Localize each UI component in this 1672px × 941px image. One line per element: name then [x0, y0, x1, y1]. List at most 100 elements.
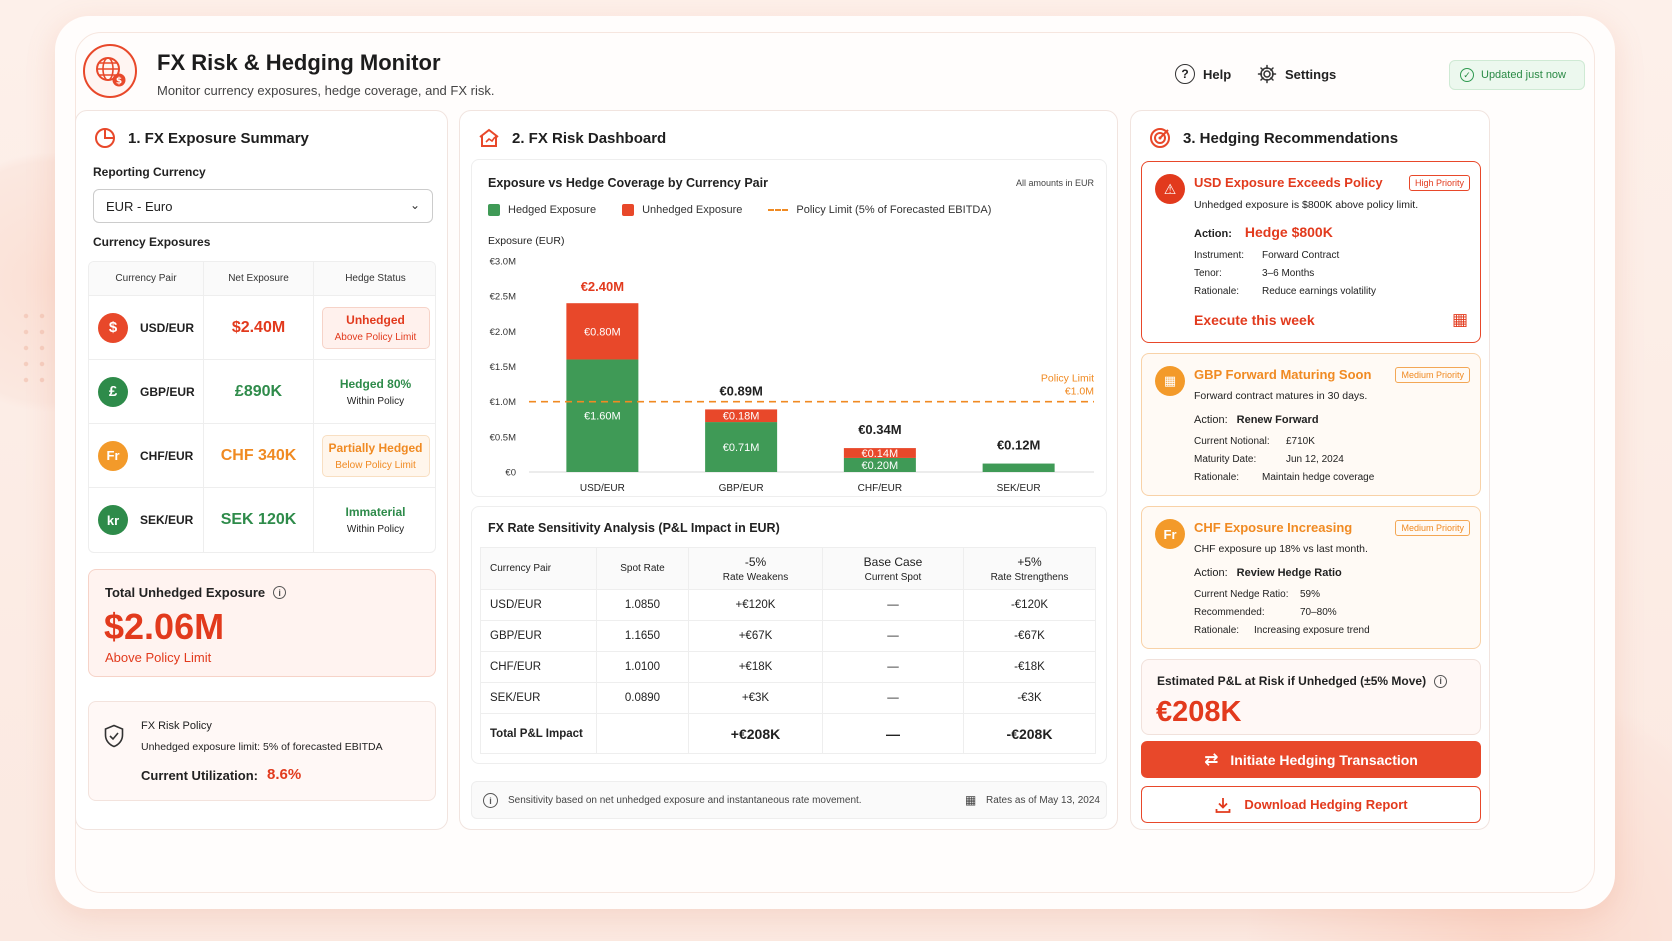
detail-key: Current Notional:: [1194, 436, 1270, 447]
plus-cell: -€18K: [963, 651, 1096, 683]
recommendation-desc: Forward contract matures in 30 days.: [1194, 390, 1368, 402]
recommendation-card-chf[interactable]: Fr CHF Exposure Increasing Medium Priori…: [1141, 506, 1481, 649]
exposure-chart-card: Exposure vs Hedge Coverage by Currency P…: [471, 159, 1107, 497]
plus-cell: -€67K: [963, 620, 1096, 652]
legend-dash: [768, 209, 789, 211]
spot-cell: 0.0890: [596, 682, 689, 714]
recommendation-card-usd[interactable]: ⚠ USD Exposure Exceeds Policy High Prior…: [1141, 161, 1481, 343]
recommendations-title-text: 3. Hedging Recommendations: [1183, 129, 1399, 147]
priority-badge: Medium Priority: [1395, 520, 1470, 536]
status-sub-label: Within Policy: [346, 524, 405, 535]
bar-hedged-GBP/EUR: [705, 422, 778, 472]
table-row[interactable]: kr SEK/EUR SEK 120K Immaterial Within Pol…: [89, 488, 435, 552]
risk-dashboard-panel: 2. FX Risk Dashboard Exposure vs Hedge C…: [459, 110, 1118, 830]
detail-row: Tenor: 3–6 Months: [1194, 268, 1314, 279]
currency-pair-label: USD/EUR: [140, 320, 195, 335]
currency-pair-label: CHF/EUR: [140, 448, 194, 463]
bar-hedged-USD/EUR: [566, 359, 639, 472]
info-icon: i: [483, 793, 498, 808]
action-value: Hedge $800K: [1244, 224, 1333, 240]
header-sub: Current Spot: [864, 571, 922, 583]
pnl-label: Estimated P&L at Risk if Unhedged (±5% M…: [1157, 674, 1427, 688]
exposure-summary-title-text: 1. FX Exposure Summary: [128, 129, 309, 147]
x-tick-label: CHF/EUR: [858, 483, 902, 494]
exposure-table-header: Currency Pair Net Exposure Hedge Status: [89, 262, 435, 296]
spot-cell: 1.0100: [596, 651, 689, 683]
currency-pair-cell: $ USD/EUR: [89, 296, 204, 359]
action-value: Renew Forward: [1236, 414, 1319, 426]
reporting-currency-select[interactable]: EUR - Euro ⌄: [93, 189, 433, 223]
initiate-hedging-button[interactable]: ⇄ Initiate Hedging Transaction: [1141, 741, 1481, 778]
table-row[interactable]: $ USD/EUR $2.40M Unhedged Above Policy Li…: [89, 296, 435, 360]
currency-exposures-label: Currency Exposures: [93, 235, 211, 249]
total-unhedged-card: Total Unhedged Exposure i $2.06M Above Po…: [88, 569, 436, 677]
detail-key: Tenor:: [1194, 268, 1222, 279]
policy-limit-value: €1.0M: [1065, 386, 1094, 398]
target-icon: [1150, 128, 1170, 148]
base-cell: —: [822, 682, 964, 714]
priority-badge: High Priority: [1408, 175, 1470, 191]
y-tick-label: €1.0M: [490, 397, 516, 408]
risk-dashboard-title-text: 2. FX Risk Dashboard: [512, 129, 667, 147]
home-chart-icon: [479, 128, 499, 147]
header-top: +5%: [1017, 554, 1042, 569]
status-badge: Partially Hedged Below Policy Limit: [321, 434, 430, 477]
calendar-icon: ▦: [965, 793, 977, 807]
bar-label-hedged: €1.60M: [584, 411, 621, 423]
swap-arrows-icon: ⇄: [1204, 749, 1219, 769]
reporting-currency-label: Reporting Currency: [93, 165, 206, 179]
calendar-icon[interactable]: ▦: [1451, 310, 1468, 329]
help-label: Help: [1203, 66, 1232, 82]
currency-pair-label: SEK/EUR: [140, 513, 194, 527]
info-icon[interactable]: i: [273, 586, 287, 599]
total-unhedged-status: Above Policy Limit: [105, 650, 212, 665]
settings-button[interactable]: Settings: [1257, 64, 1336, 84]
column-header: Currency Pair: [89, 262, 204, 295]
currency-pair-cell: Fr CHF/EUR: [89, 424, 204, 487]
sensitivity-table: Currency Pair Spot Rate -5% Rate Weakens …: [480, 547, 1096, 754]
initiate-hedging-label: Initiate Hedging Transaction: [1230, 751, 1418, 768]
execute-this-week-link[interactable]: Execute this week: [1194, 312, 1315, 328]
shield-check-icon: [104, 724, 124, 748]
detail-key: Rationale:: [1194, 625, 1240, 636]
detail-row: Instrument: Forward Contract: [1194, 250, 1339, 261]
table-row[interactable]: Fr CHF/EUR CHF 340K Partially Hedged Belo…: [89, 424, 435, 488]
net-exposure-value: $2.40M: [204, 296, 314, 359]
detail-value: 3–6 Months: [1262, 268, 1315, 279]
recommendation-desc: CHF exposure up 18% vs last month.: [1194, 543, 1368, 555]
policy-text: Unhedged exposure limit: 5% of forecaste…: [141, 741, 383, 753]
bar-total-label: €0.12M: [997, 438, 1040, 453]
pair-cell: USD/EUR: [480, 589, 597, 621]
download-report-button[interactable]: Download Hedging Report: [1141, 786, 1481, 823]
sensitivity-header-row: Currency Pair Spot Rate -5% Rate Weakens …: [480, 547, 1096, 590]
check-circle-icon: ✓: [1460, 68, 1474, 82]
action-label: Action:: [1194, 414, 1228, 426]
priority-badge: Medium Priority: [1395, 367, 1470, 383]
krona-icon: kr: [98, 505, 128, 535]
help-icon: ?: [1175, 64, 1195, 84]
bar-label-unhedged: €0.80M: [584, 326, 621, 338]
sensitivity-card: FX Rate Sensitivity Analysis (P&L Impact…: [471, 506, 1107, 764]
action-row: Action: Review Hedge Ratio: [1194, 567, 1342, 579]
recommendation-card-gbp[interactable]: ▦ GBP Forward Maturing Soon Medium Prior…: [1141, 353, 1481, 496]
minus-cell: +€18K: [688, 651, 823, 683]
net-exposure-value: £890K: [204, 360, 314, 423]
pnl-at-risk-card: Estimated P&L at Risk if Unhedged (±5% M…: [1141, 659, 1481, 735]
detail-row: Current Notional: £710K: [1194, 436, 1315, 447]
detail-key: Rationale:: [1194, 472, 1240, 483]
net-exposure-value: CHF 340K: [204, 424, 314, 487]
column-header: -5% Rate Weakens: [688, 547, 823, 590]
column-header: Spot Rate: [596, 547, 689, 590]
bar-hedged-CHF/EUR: [843, 457, 916, 472]
policy-card: FX Risk Policy Unhedged exposure limit: …: [88, 701, 436, 801]
info-icon[interactable]: i: [1434, 674, 1448, 688]
rates-date: Rates as of May 13, 2024: [986, 795, 1100, 806]
bar-label-unhedged: €0.14M: [862, 448, 899, 460]
help-button[interactable]: ? Help: [1175, 64, 1231, 84]
bar-total-label: €2.40M: [581, 279, 624, 294]
y-tick-label: €1.5M: [490, 362, 516, 373]
recommendation-title: GBP Forward Maturing Soon: [1194, 367, 1372, 382]
status-label: Partially Hedged: [328, 440, 423, 455]
legend-item-hedged: Hedged Exposure: [488, 204, 596, 216]
table-row[interactable]: £ GBP/EUR £890K Hedged 80% Within Policy: [89, 360, 435, 424]
